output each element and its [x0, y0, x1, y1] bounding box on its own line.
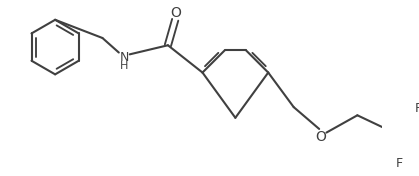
- Text: N: N: [119, 52, 129, 64]
- Text: F: F: [396, 157, 403, 170]
- Text: H: H: [120, 61, 129, 71]
- Text: F: F: [415, 102, 419, 115]
- Text: O: O: [316, 130, 326, 144]
- Text: O: O: [171, 5, 181, 20]
